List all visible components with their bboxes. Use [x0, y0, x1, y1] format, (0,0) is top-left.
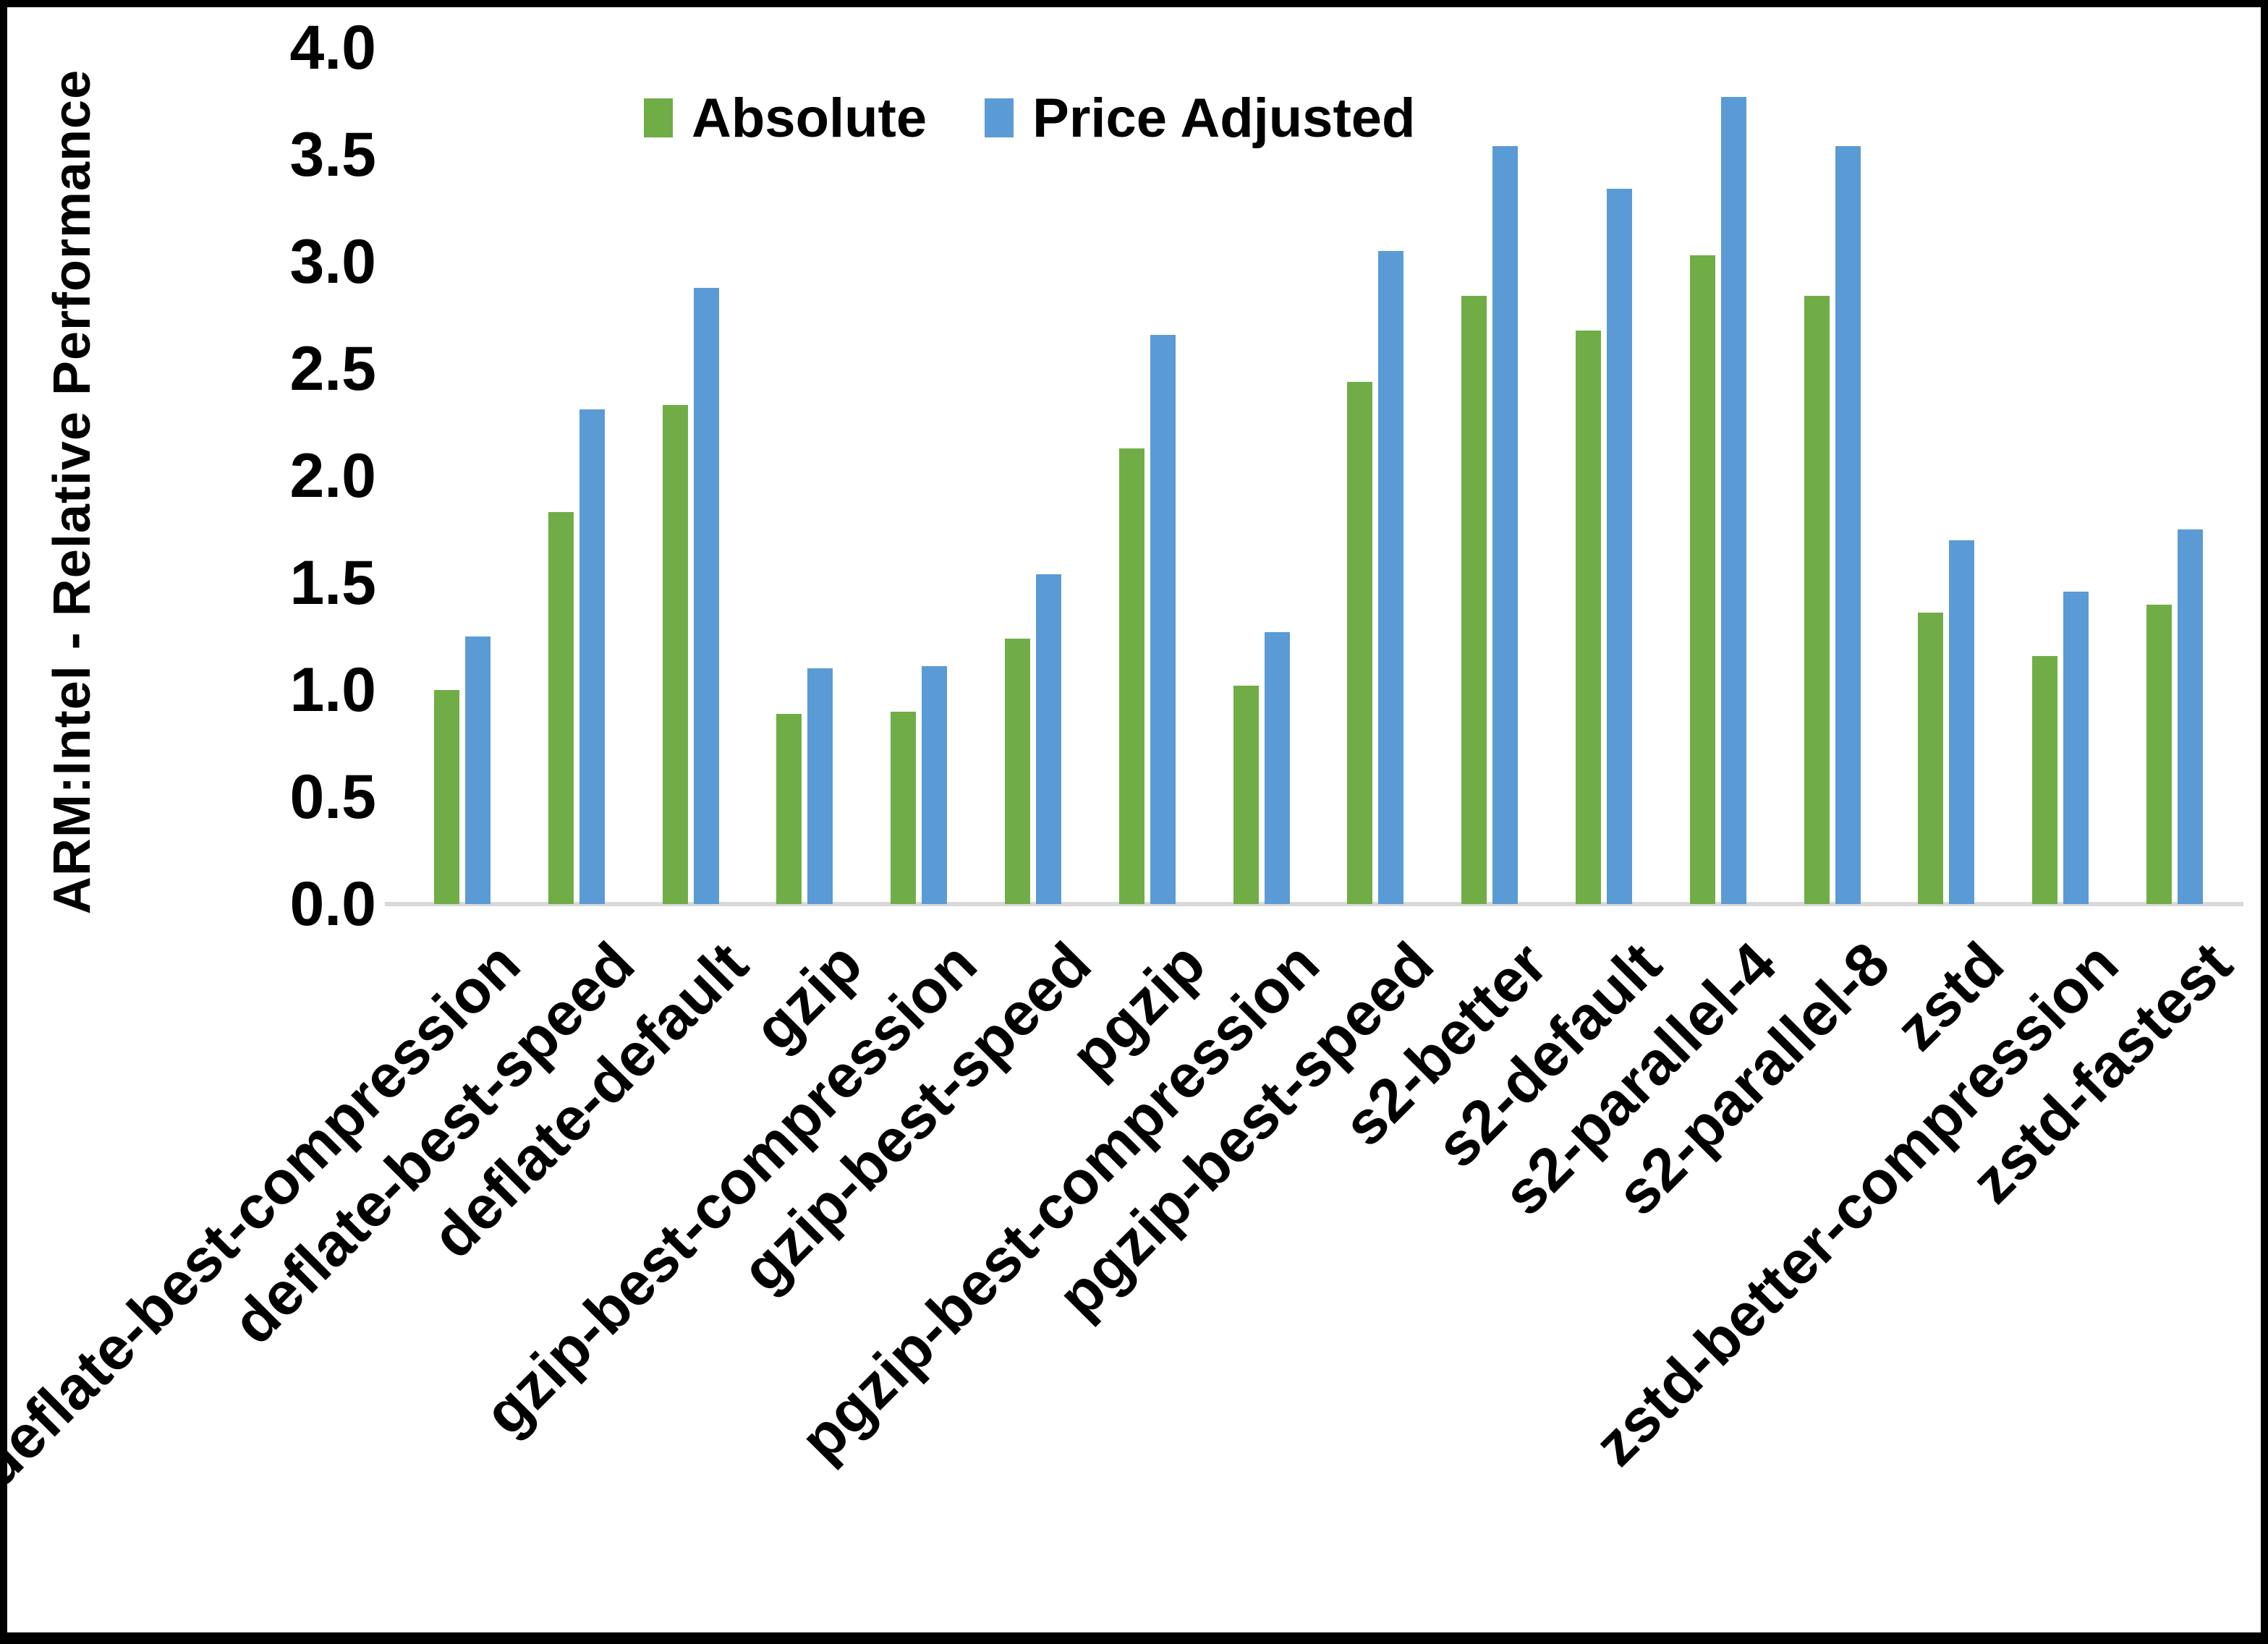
bars-container	[398, 48, 2239, 904]
bar-price-adjusted	[1949, 540, 1975, 904]
bar-price-adjusted	[1835, 146, 1861, 904]
y-tick-label: 0.0	[289, 869, 376, 939]
bar-group	[545, 48, 608, 904]
bar-price-adjusted	[922, 666, 948, 904]
bar-group	[1458, 48, 1521, 904]
bar-group	[1573, 48, 1635, 904]
bar-absolute	[2032, 655, 2058, 904]
bar-group	[1687, 48, 1749, 904]
legend-label-price-adjusted: Price Adjusted	[1032, 87, 1416, 149]
bar-price-adjusted	[1150, 334, 1176, 904]
y-axis-title: ARM:Intel - Relative Performance	[43, 69, 101, 915]
bar-group	[1344, 48, 1406, 904]
bar-absolute	[662, 405, 688, 904]
bar-group	[2144, 48, 2206, 904]
bar-absolute	[1918, 613, 1944, 904]
bar-group	[773, 48, 836, 904]
legend-item-price-adjusted: Price Adjusted	[985, 87, 1415, 150]
bar-group	[1116, 48, 1178, 904]
legend-swatch-price-adjusted	[985, 98, 1014, 137]
bar-absolute	[548, 512, 574, 904]
bar-price-adjusted	[1378, 251, 1404, 904]
bar-price-adjusted	[1720, 97, 1746, 904]
bar-price-adjusted	[2178, 529, 2204, 904]
legend: Absolute Price Adjusted	[644, 78, 1415, 158]
bar-group	[660, 48, 722, 904]
bar-absolute	[1576, 330, 1602, 904]
y-tick-label: 2.5	[289, 334, 376, 404]
bar-price-adjusted	[693, 287, 719, 904]
y-tick-label: 0.5	[289, 762, 376, 832]
bar-group	[1231, 48, 1293, 904]
y-tick-label: 3.5	[289, 120, 376, 189]
y-tick-label: 1.0	[289, 655, 376, 725]
bar-group	[1915, 48, 1977, 904]
bar-group	[1002, 48, 1064, 904]
plot-area: 0.0 0.5 1.0 1.5 2.0 2.5 3.0 3.5 4.0	[289, 13, 2243, 939]
bar-group	[888, 48, 950, 904]
legend-item-absolute: Absolute	[644, 87, 927, 150]
bar-group	[2029, 48, 2091, 904]
x-axis-line	[385, 902, 2243, 906]
y-tick-label: 1.5	[289, 548, 376, 618]
y-tick-label: 2.0	[289, 441, 376, 511]
bar-absolute	[1347, 381, 1373, 904]
bar-group	[1801, 48, 1864, 904]
bar-price-adjusted	[1035, 574, 1061, 904]
bar-price-adjusted	[464, 636, 490, 904]
bar-absolute	[433, 690, 459, 904]
bar-absolute	[1233, 686, 1259, 904]
bar-absolute	[1461, 296, 1487, 904]
bar-price-adjusted	[807, 668, 833, 904]
bar-group	[431, 48, 493, 904]
bar-absolute	[1689, 255, 1715, 904]
legend-swatch-absolute	[644, 98, 673, 137]
bar-absolute	[2146, 604, 2173, 904]
bar-absolute	[1804, 296, 1830, 904]
bar-absolute	[1004, 638, 1030, 904]
bar-price-adjusted	[579, 409, 605, 904]
y-tick-label: 4.0	[289, 13, 376, 82]
bar-absolute	[1118, 448, 1144, 904]
bar-absolute	[891, 711, 917, 904]
legend-label-absolute: Absolute	[692, 87, 927, 149]
bar-price-adjusted	[1264, 632, 1290, 904]
bar-absolute	[776, 713, 802, 904]
bar-price-adjusted	[2063, 591, 2089, 904]
bar-price-adjusted	[1492, 146, 1519, 904]
bar-price-adjusted	[1607, 189, 1633, 904]
y-tick-label: 3.0	[289, 227, 376, 297]
